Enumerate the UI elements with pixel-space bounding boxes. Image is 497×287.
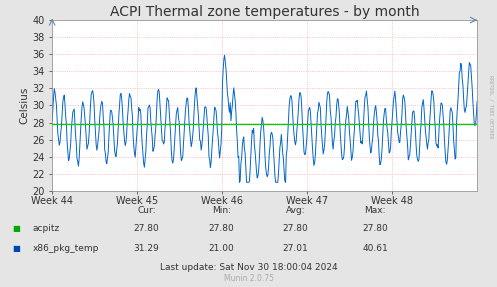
Text: 40.61: 40.61: [362, 244, 388, 253]
Text: acpitz: acpitz: [32, 224, 60, 233]
Text: Munin 2.0.75: Munin 2.0.75: [224, 274, 273, 283]
Text: 21.00: 21.00: [208, 244, 234, 253]
Y-axis label: Celsius: Celsius: [19, 87, 29, 124]
Text: 27.01: 27.01: [283, 244, 309, 253]
Text: x86_pkg_temp: x86_pkg_temp: [32, 244, 99, 253]
Title: ACPI Thermal zone temperatures - by month: ACPI Thermal zone temperatures - by mont…: [110, 5, 419, 19]
Text: Avg:: Avg:: [286, 206, 306, 216]
Text: 27.80: 27.80: [134, 224, 160, 233]
Text: ■: ■: [12, 224, 20, 233]
Text: Min:: Min:: [212, 206, 231, 216]
Text: RRDTOOL / TOBI OETIKER: RRDTOOL / TOBI OETIKER: [489, 75, 494, 138]
Text: Cur:: Cur:: [137, 206, 156, 216]
Text: 31.29: 31.29: [134, 244, 160, 253]
Text: 27.80: 27.80: [208, 224, 234, 233]
Text: ■: ■: [12, 244, 20, 253]
Text: Max:: Max:: [364, 206, 386, 216]
Text: 27.80: 27.80: [362, 224, 388, 233]
Text: 27.80: 27.80: [283, 224, 309, 233]
Text: Last update: Sat Nov 30 18:00:04 2024: Last update: Sat Nov 30 18:00:04 2024: [160, 263, 337, 272]
